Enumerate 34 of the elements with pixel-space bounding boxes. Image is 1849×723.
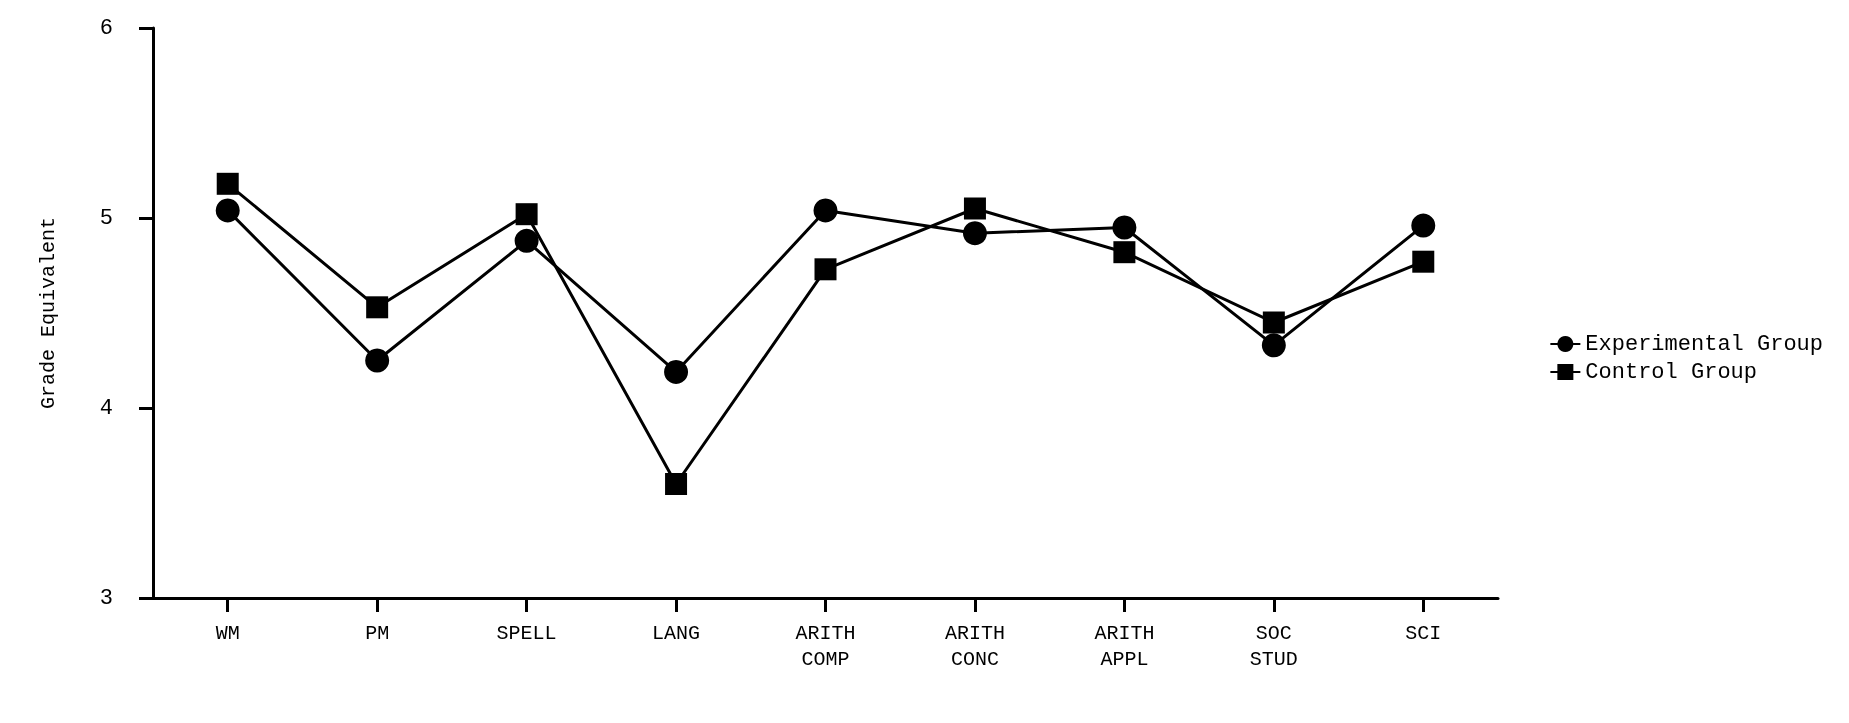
y-tick-label: 5 [99, 205, 113, 231]
x-tick-label: ARITH APPL [1094, 621, 1155, 671]
legend-label: Control Group [1585, 359, 1757, 385]
y-axis-title: Grade Equivalent [36, 216, 60, 410]
point [664, 359, 689, 384]
x-tick-label: ARITH COMP [795, 621, 856, 671]
point [813, 198, 838, 223]
y-tick-label: 6 [99, 15, 113, 41]
point [216, 172, 239, 195]
point [1262, 311, 1285, 334]
x-tick-label: PM [365, 621, 390, 645]
point [514, 228, 539, 253]
point [1412, 250, 1435, 273]
point [665, 473, 688, 495]
point [366, 296, 389, 319]
y-tick-label: 4 [99, 395, 113, 421]
point [962, 221, 987, 246]
point [365, 348, 390, 373]
point [515, 203, 538, 226]
x-tick-label: LANG [652, 621, 701, 645]
point [1261, 333, 1286, 358]
point [215, 198, 240, 223]
point [1113, 241, 1136, 264]
point [814, 258, 837, 281]
x-tick-label: ARITH CONC [944, 621, 1005, 671]
x-tick-label: WM [215, 621, 240, 645]
point [1411, 213, 1436, 238]
x-tick-label: SPELL [496, 621, 557, 645]
y-tick-label: 3 [99, 585, 113, 611]
x-tick-label: SOC STUD [1249, 621, 1298, 671]
x-tick-label: SCI [1405, 621, 1442, 645]
point [963, 197, 986, 220]
legend-label: Experimental Group [1585, 331, 1823, 357]
point [1112, 215, 1137, 240]
